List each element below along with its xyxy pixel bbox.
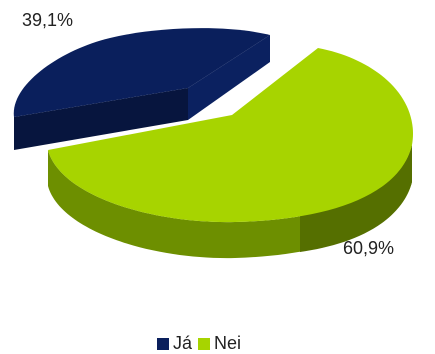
slice-nei — [48, 48, 414, 259]
legend: Já Nei — [157, 333, 241, 354]
data-label-nei: 60,9% — [343, 238, 395, 258]
legend-item-nei: Nei — [198, 333, 241, 354]
legend-swatch-ja — [157, 337, 169, 350]
slice-ja-top — [13, 28, 270, 118]
legend-swatch-nei — [198, 337, 211, 350]
legend-item-ja: Já — [157, 333, 192, 354]
slice-ja-side-right — [188, 35, 270, 120]
legend-label-nei: Nei — [214, 333, 242, 353]
slice-ja-side — [14, 88, 188, 150]
slice-nei-top — [48, 48, 414, 223]
legend-label-ja: Já — [173, 333, 193, 353]
data-label-ja: 39,1% — [22, 10, 74, 30]
slice-ja — [13, 28, 270, 150]
slice-nei-side-dark — [300, 145, 412, 252]
